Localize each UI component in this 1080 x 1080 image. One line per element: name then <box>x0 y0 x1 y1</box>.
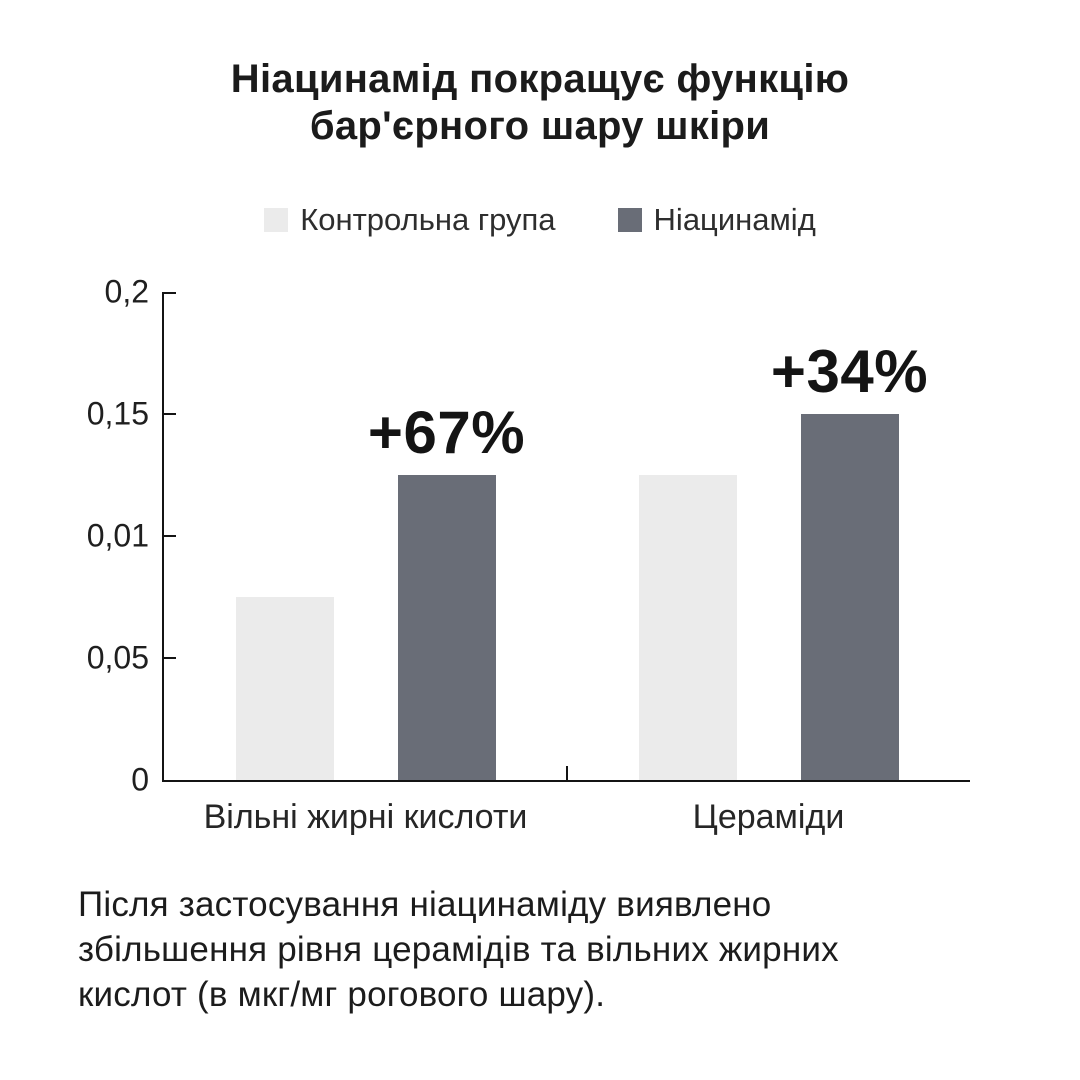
legend-item-niacinamide: Ніацинамід <box>617 202 816 238</box>
y-axis-tick-mark <box>164 413 176 415</box>
bar-control-0 <box>235 597 334 780</box>
plot-area: 0 0,05 0,01 0,15 0,2 Вільні жирні кислоти Цера… <box>87 274 970 836</box>
legend-label-control: Контрольна група <box>300 202 556 237</box>
caption-line-1: Після застосування ніацинаміду виявлено <box>78 885 772 924</box>
caption-line-3: кислот (в мкг/мг рогового шару). <box>78 975 606 1014</box>
legend-swatch-control <box>264 208 289 232</box>
x-axis-category-label: Вільні жирні кислоти <box>203 798 528 836</box>
x-axis-category-label: Цераміди <box>692 798 845 836</box>
bar-niacinamide-0 <box>397 475 496 780</box>
y-axis-tick-label: 0,2 <box>104 273 149 310</box>
bar-niacinamide-1 <box>800 414 899 780</box>
y-axis-tick-mark <box>164 535 176 537</box>
y-axis-tick-mark <box>164 657 176 659</box>
bar-control-1 <box>638 475 737 780</box>
legend-swatch-niacinamide <box>617 208 642 232</box>
chart-legend: Контрольна група Ніацинамід <box>0 202 1080 238</box>
caption-text: Після застосування ніацинаміду виявлено … <box>78 882 839 1017</box>
legend-item-control: Контрольна група <box>264 202 556 238</box>
chart-title-line-2: бар'єрного шару шкіри <box>309 104 771 148</box>
chart-title: Ніацинамід покращує функцію бар'єрного ш… <box>0 56 1080 150</box>
y-axis-tick-label: 0,15 <box>86 395 149 432</box>
percent-increase-label: +67% <box>367 399 526 466</box>
y-axis-tick-mark <box>164 292 176 294</box>
y-axis-tick-label: 0,01 <box>86 517 149 554</box>
y-axis-tick-label: 0 <box>131 761 149 798</box>
legend-label-niacinamide: Ніацинамід <box>653 202 816 237</box>
x-axis-separator-tick <box>566 766 568 780</box>
percent-increase-label: +34% <box>770 338 929 405</box>
y-axis-tick-label: 0,05 <box>86 639 149 676</box>
chart-title-line-1: Ніацинамід покращує функцію <box>230 57 850 101</box>
caption-line-2: збільшення рівня церамідів та вільних жи… <box>78 930 839 969</box>
